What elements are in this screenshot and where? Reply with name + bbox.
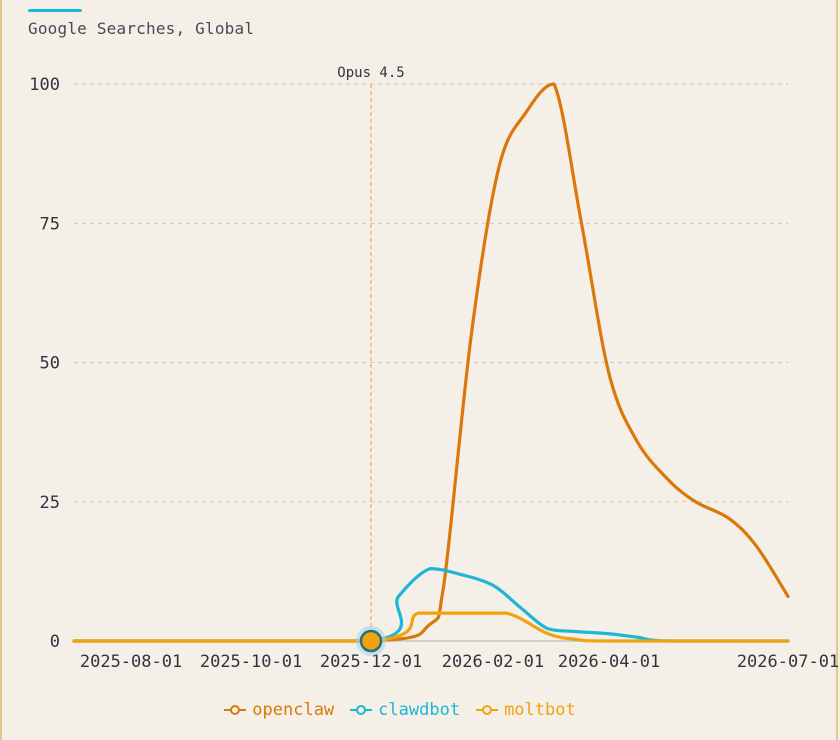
y-tick-label: 75 — [40, 214, 60, 234]
x-tick-label: 2025-10-01 — [200, 652, 302, 672]
y-tick-label: 50 — [40, 354, 60, 374]
x-tick-label: 2025-08-01 — [80, 652, 182, 672]
series-lines — [72, 82, 790, 643]
legend-marker-icon — [224, 705, 247, 715]
annotation-label: Opus 4.5 — [337, 65, 404, 81]
legend-label: openclaw — [252, 700, 335, 720]
axes: 0 25 50 75 100 2025-08-01 2025-10-01 2025-12-01… — [29, 75, 839, 672]
x-tick-label: 2026-04-01 — [558, 652, 660, 672]
legend-marker-icon — [350, 705, 373, 715]
annotations: Opus 4.5 — [337, 65, 405, 641]
grid-lines — [74, 83, 788, 503]
legend-item-openclaw[interactable]: openclaw — [224, 700, 334, 720]
legend-item-moltbot[interactable]: moltbot — [476, 700, 576, 720]
highlight-point[interactable] — [359, 629, 383, 653]
legend-marker-icon — [476, 705, 499, 715]
chart-subtitle: Google Searches, Global — [28, 19, 255, 38]
x-tick-label: 2025-12-01 — [320, 652, 422, 672]
y-tick-label: 0 — [50, 632, 60, 652]
legend-item-clawdbot[interactable]: clawdbot — [350, 700, 460, 720]
series-line-clawdbot — [72, 566, 790, 643]
legend-label: moltbot — [504, 700, 576, 720]
series-line-moltbot — [72, 611, 790, 643]
highlight-markers — [356, 626, 387, 656]
legend: openclaw clawdbot moltbot — [0, 700, 800, 720]
x-tick-label: 2026-07-01 — [737, 652, 839, 672]
line-chart: 0 25 50 75 100 2025-08-01 2025-10-01 2025-12-01… — [29, 65, 839, 672]
y-tick-label: 100 — [29, 75, 60, 95]
series-line-openclaw — [72, 82, 790, 643]
accent-bar — [28, 9, 82, 12]
y-tick-label: 25 — [40, 493, 60, 513]
x-tick-label: 2026-02-01 — [442, 652, 544, 672]
legend-label: clawdbot — [378, 700, 461, 720]
